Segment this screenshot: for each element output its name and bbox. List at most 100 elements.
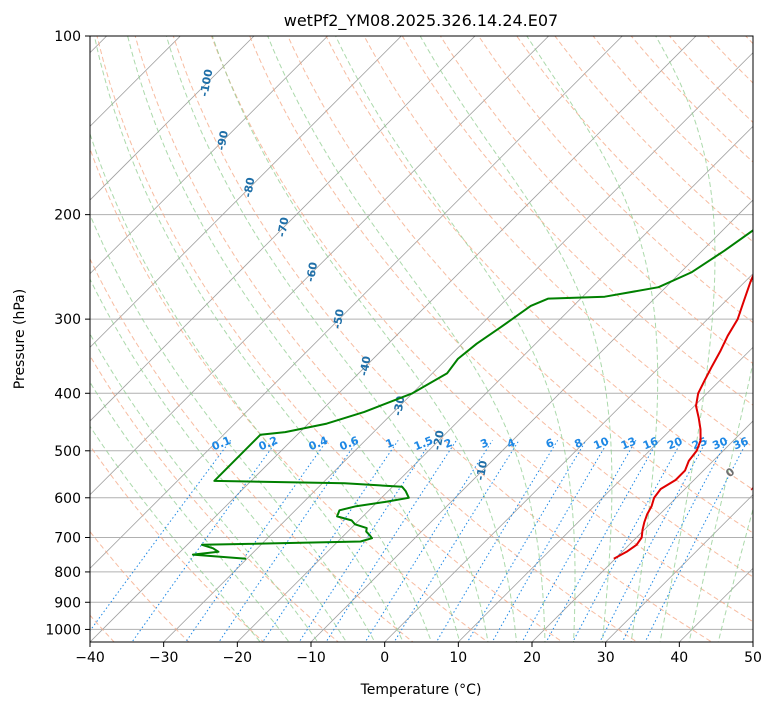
isotherm-line	[236, 125, 753, 642]
dry-adiabat-label: -50	[331, 308, 347, 330]
moist-adiabat-line	[90, 381, 290, 642]
mixing-ratio-line	[364, 440, 493, 642]
x-tick-label: 50	[744, 650, 762, 666]
dry-adiabat-line	[249, 36, 753, 578]
dry-adiabat-line	[90, 147, 489, 642]
x-tick-label: 30	[597, 650, 615, 666]
dry-adiabat-line	[96, 36, 564, 642]
dry-adiabat-label: -70	[275, 216, 291, 238]
mixing-ratio-label: 4	[505, 436, 517, 451]
dry-adiabat-label: -40	[357, 355, 373, 377]
mixing-ratio-line	[599, 440, 708, 642]
mixing-ratio-line	[131, 440, 278, 642]
y-tick-label: 700	[54, 531, 81, 547]
moist-adiabat-line	[211, 36, 518, 642]
profile-layer	[191, 229, 753, 560]
moist-adiabat-line	[90, 278, 347, 642]
mixing-ratio-line	[644, 440, 749, 642]
x-axis-title: Temperature (°C)	[360, 682, 482, 698]
mixing-ratio-line	[262, 440, 399, 642]
x-tick-label: 40	[670, 650, 688, 666]
dry-adiabat-label: -10	[474, 459, 490, 481]
dry-adiabat-line	[478, 36, 753, 324]
mixing-ratio-line	[298, 440, 433, 642]
axes-layer: −40 −30 −20 −10 0 10 20 30 40 50 100 200 300 400 500 60…	[45, 29, 762, 666]
mixing-ratio-line	[466, 440, 587, 642]
dry-adiabat-label: -80	[241, 176, 257, 198]
y-tick-label: 900	[54, 595, 81, 611]
isotherm-line	[605, 494, 753, 642]
plot-frame	[89, 35, 754, 643]
mixing-ratio-label: 8	[573, 436, 585, 451]
x-tick-label: −30	[149, 650, 179, 666]
dewpoint-profile-line	[191, 229, 753, 560]
isotherm-line	[90, 36, 255, 201]
dry-adiabat-label: -20	[430, 429, 446, 451]
x-tick-label: 0	[380, 650, 389, 666]
mixing-ratio-line	[545, 440, 659, 642]
isotherm-line	[90, 36, 402, 348]
y-tick-label: 500	[54, 444, 81, 460]
mixing-ratio-label: 16	[641, 435, 660, 453]
dry-adiabat-line	[90, 444, 265, 642]
moist-adiabat-label: 10	[748, 479, 768, 499]
dry-adiabat-label: -90	[215, 129, 231, 151]
dry-adiabat-line	[90, 257, 414, 642]
isotherm-line	[678, 567, 753, 642]
isotherm-line	[163, 52, 753, 642]
dry-adiabat-line	[287, 36, 753, 534]
mixing-ratio-line	[521, 440, 637, 642]
isotherm-line	[90, 36, 550, 496]
y-tick-label: 1000	[45, 622, 81, 638]
isotherm-line	[90, 36, 697, 642]
y-tick-label: 100	[54, 29, 81, 45]
mixing-ratio-line	[491, 440, 610, 642]
x-tick-label: −10	[296, 650, 326, 666]
dry-adiabat-label: -100	[198, 68, 216, 98]
moist-adiabat-line	[717, 507, 753, 642]
y-tick-label: 200	[54, 208, 81, 224]
dry-adiabat-line	[592, 36, 753, 203]
y-tick-label: 800	[54, 565, 81, 581]
dry-adiabat-line	[758, 9, 775, 654]
moist-adiabat-line	[655, 36, 716, 642]
isotherm-line	[752, 641, 753, 642]
x-tick-label: 10	[449, 650, 467, 666]
x-tick-label: −20	[223, 650, 253, 666]
dry-adiabat-line	[630, 36, 753, 163]
isotherm-line	[531, 420, 753, 642]
dry-adiabat-line	[210, 36, 753, 623]
moist-adiabat-line	[90, 132, 404, 642]
plot-background-layer	[90, 9, 775, 654]
y-tick-label: 600	[54, 491, 81, 507]
dry-adiabat-line	[90, 530, 190, 642]
dry-adiabat-label: -60	[304, 261, 320, 283]
chart-title: wetPf2_YM08.2025.326.14.24.E07	[284, 11, 558, 31]
mixing-ratio-line	[621, 440, 728, 642]
dry-adiabat-line	[134, 36, 638, 642]
mixing-ratio-label: 6	[544, 436, 556, 451]
y-tick-label: 400	[54, 386, 81, 402]
moist-adiabat-line	[419, 36, 613, 642]
mixing-ratio-label: 10	[592, 435, 611, 453]
isotherm-line	[310, 199, 753, 642]
moist-adiabat-line	[165, 36, 489, 642]
isotherm-line	[90, 36, 623, 569]
moist-adiabat-line	[90, 425, 261, 642]
isotherm-line	[90, 36, 181, 127]
moist-adiabat-line	[688, 360, 753, 642]
moist-adiabat-line	[335, 36, 576, 642]
moist-adiabat-line	[93, 36, 432, 642]
mixing-ratio-label: 30	[711, 435, 730, 453]
isotherm-line	[90, 36, 476, 422]
y-tick-label: 300	[54, 312, 81, 328]
isotherm-line	[457, 346, 753, 642]
dry-adiabat-line	[90, 354, 340, 642]
dry-adiabat-line	[363, 36, 753, 448]
mixing-ratio-label: 2	[442, 436, 454, 451]
moist-adiabat-line	[127, 36, 461, 642]
moist-adiabat-line	[267, 36, 546, 642]
x-tick-label: 20	[523, 650, 541, 666]
